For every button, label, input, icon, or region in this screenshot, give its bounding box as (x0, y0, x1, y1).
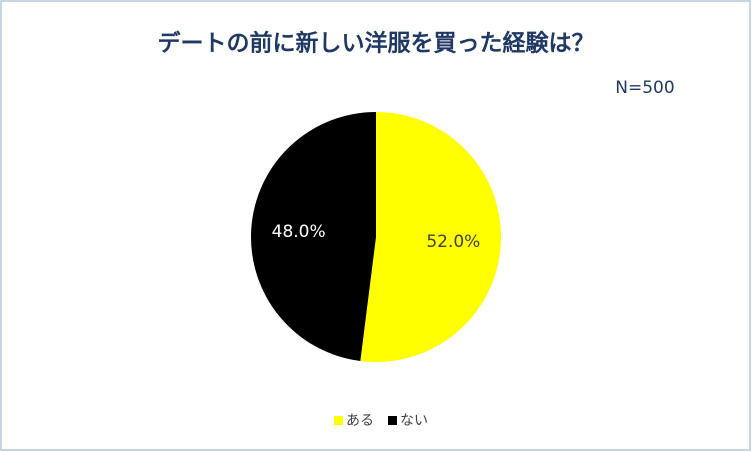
legend-label: ない (400, 413, 428, 429)
annotation: N=500 (615, 78, 674, 98)
legend-swatch (388, 416, 397, 425)
chart-title: デートの前に新しい洋服を買った経験は？ (158, 30, 595, 57)
data-label: 52.0% (426, 232, 480, 252)
pie-slice (360, 112, 501, 362)
pie-slice (250, 111, 376, 362)
legend-label: ある (346, 413, 374, 429)
data-label: 48.0% (272, 222, 326, 242)
legend-swatch (334, 416, 343, 425)
